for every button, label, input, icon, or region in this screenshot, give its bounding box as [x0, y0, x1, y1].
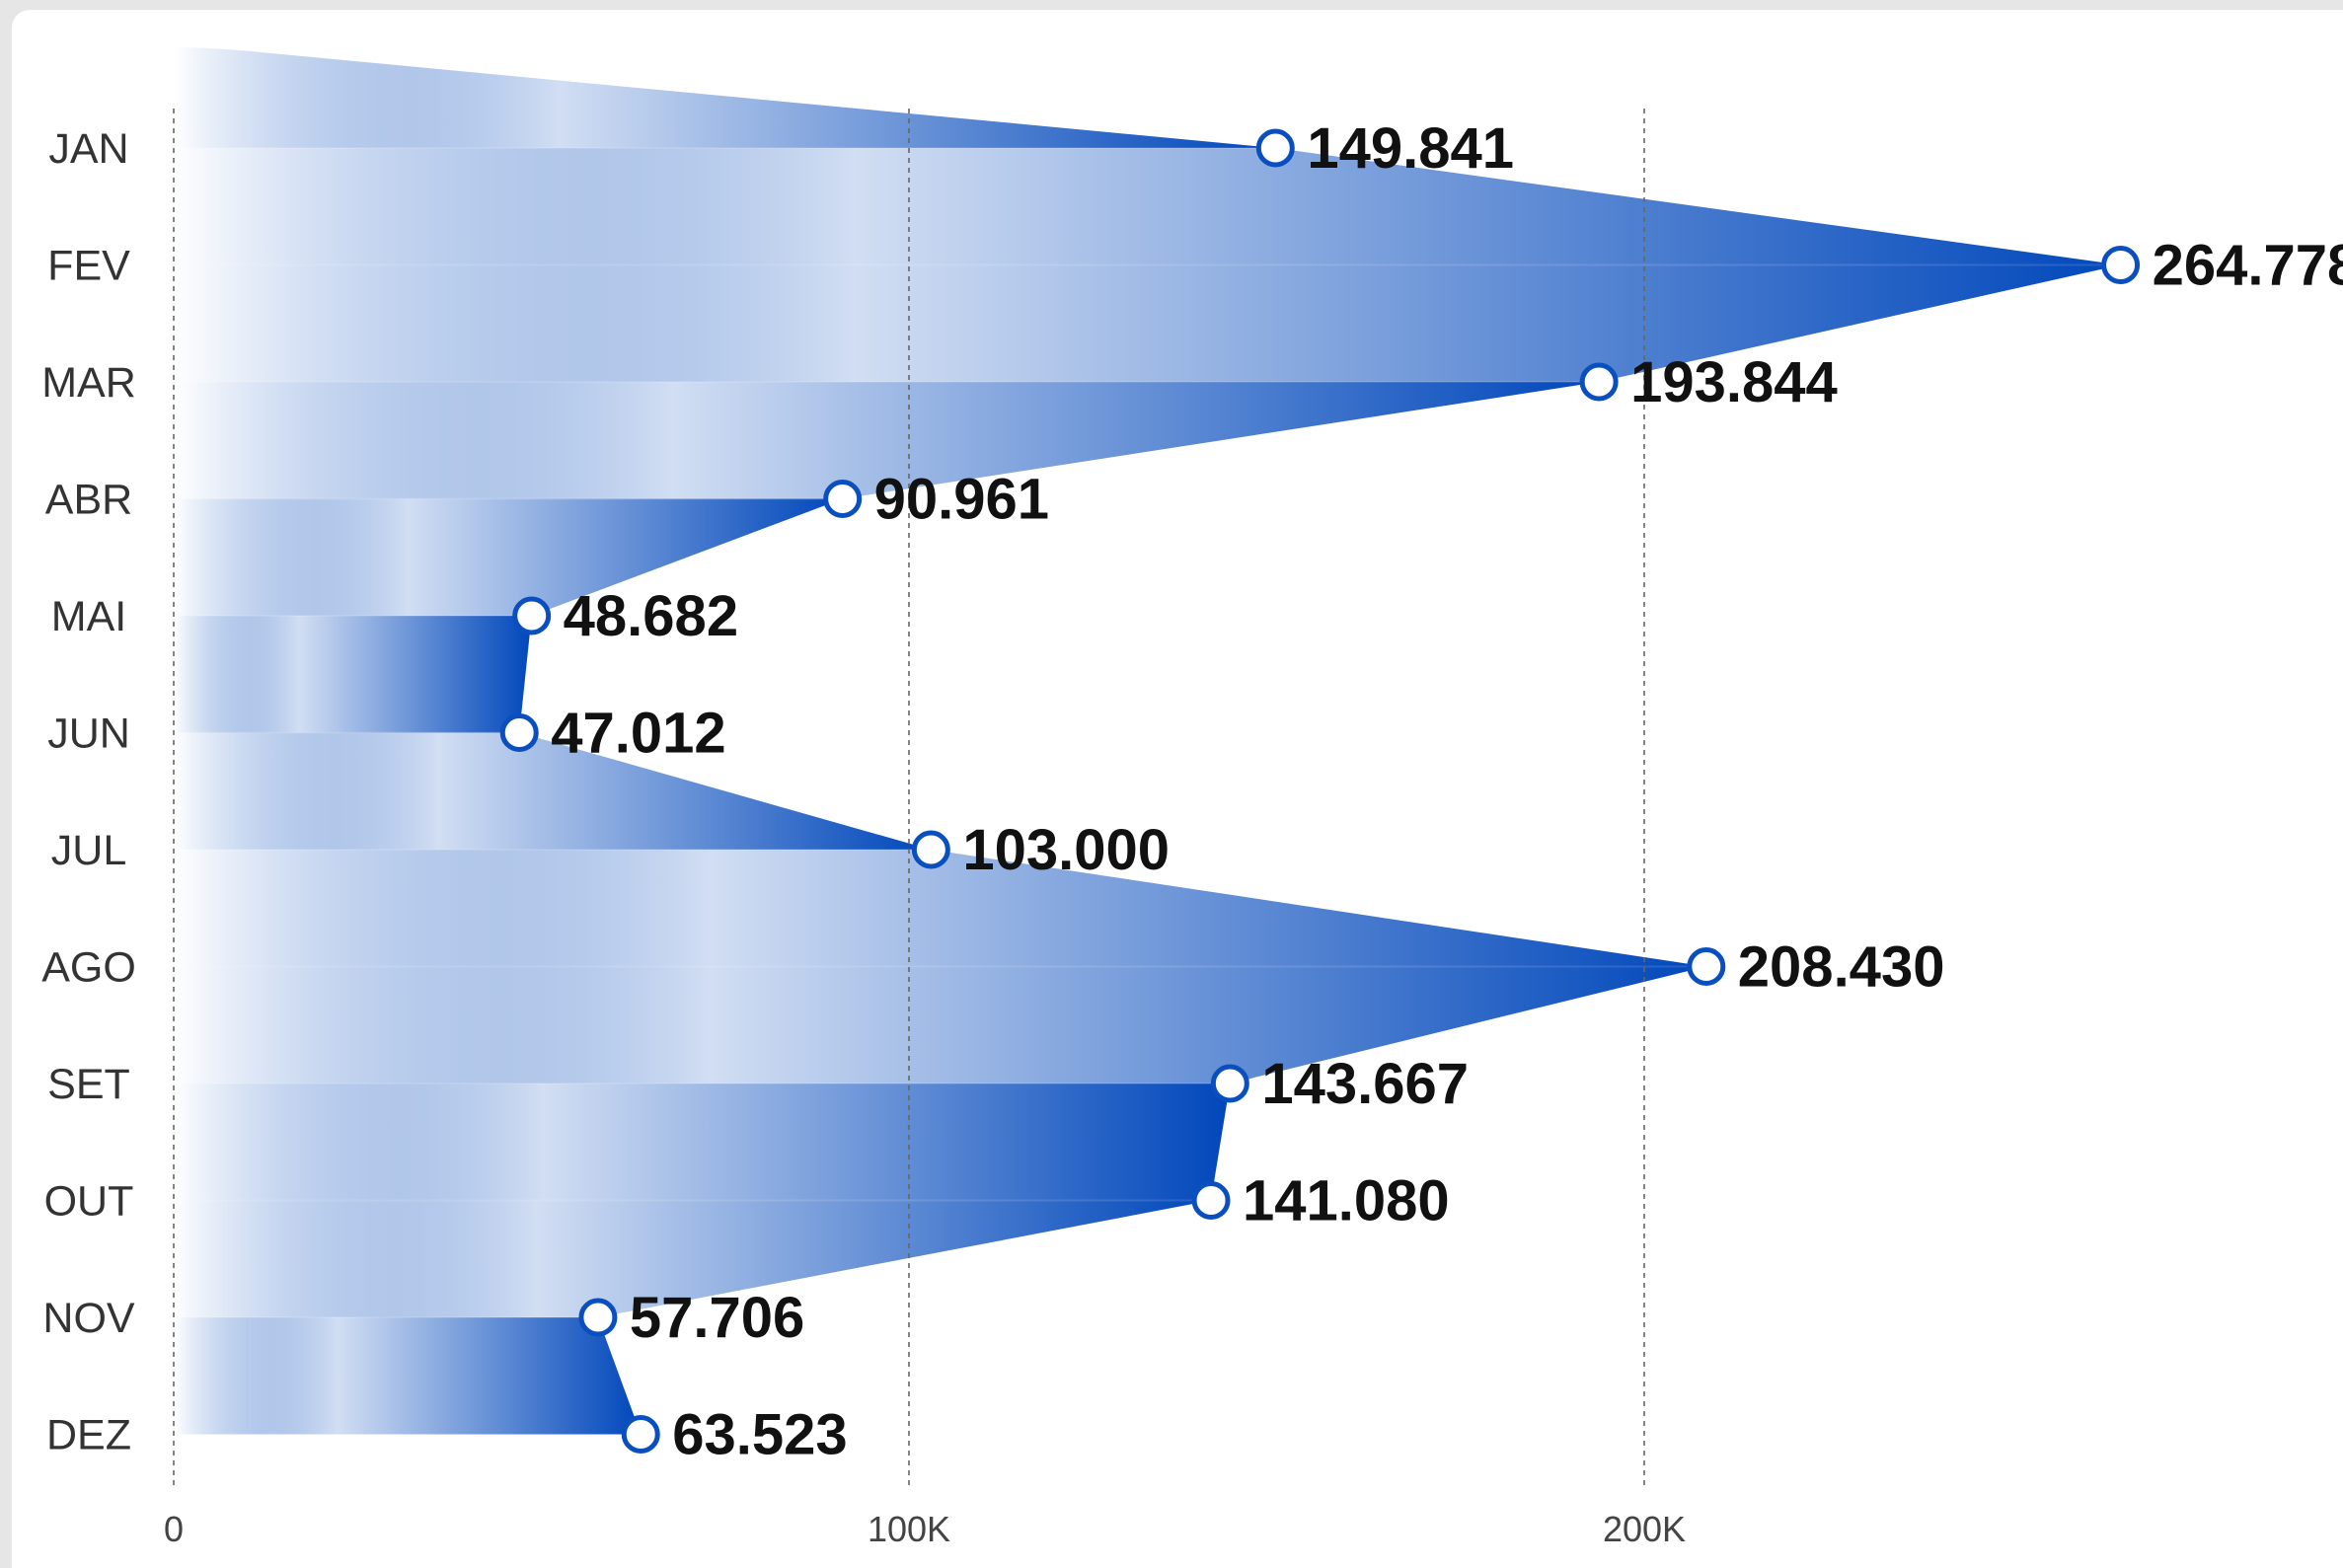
month-labels: JAN FEV MAR ABR MAI JUN JUL AGO SET OUT NOV DEZ	[41, 125, 136, 1459]
data-point-out[interactable]	[1191, 1181, 1231, 1220]
data-label-abr: 90.961	[874, 468, 1049, 532]
month-label-jun: JUN	[47, 710, 130, 758]
data-point-ago[interactable]	[1687, 947, 1726, 986]
row-highlight	[174, 965, 1706, 968]
area-band-jan	[174, 148, 2121, 265]
data-point-set[interactable]	[1210, 1064, 1249, 1103]
month-label-mar: MAR	[41, 359, 136, 407]
data-label-ago: 208.430	[1738, 935, 1945, 1000]
month-label-jul: JUL	[51, 827, 126, 874]
month-label-dez: DEZ	[46, 1412, 131, 1459]
x-axis-tick-labels: 0 100K 200K	[164, 1509, 1686, 1549]
area-band-out	[174, 1200, 1212, 1317]
area-band-abr	[174, 498, 843, 616]
row-highlight	[174, 731, 520, 734]
row-highlight	[174, 1316, 598, 1318]
data-label-out: 141.080	[1243, 1169, 1450, 1233]
area-band-ago	[174, 966, 1706, 1083]
month-label-jan: JAN	[48, 125, 128, 173]
row-highlight	[174, 1199, 1212, 1202]
row-highlight	[174, 1083, 1231, 1084]
data-label-jun: 47.012	[551, 702, 725, 766]
data-point-nov[interactable]	[578, 1298, 618, 1337]
data-labels: 149.841 264.778 193.844 90.961 48.682 47.012 1…	[551, 116, 2343, 1467]
area-band-fev	[174, 264, 2121, 382]
data-label-nov: 57.706	[630, 1286, 804, 1350]
area-band-mar	[174, 382, 1600, 499]
data-point-mar[interactable]	[1579, 362, 1619, 402]
data-point-jul[interactable]	[911, 830, 950, 869]
data-label-jan: 149.841	[1307, 116, 1514, 181]
month-label-ago: AGO	[41, 944, 136, 992]
data-point-fev[interactable]	[2101, 246, 2141, 284]
area-band-nov	[174, 1317, 642, 1435]
data-point-jun[interactable]	[499, 713, 539, 752]
row-highlight	[174, 381, 1600, 383]
month-label-out: OUT	[44, 1178, 134, 1226]
data-point-dez[interactable]	[621, 1415, 660, 1454]
area-band-mai	[174, 616, 532, 733]
area-band-top	[174, 47, 1276, 148]
month-label-fev: FEV	[47, 243, 130, 290]
data-markers	[499, 128, 2141, 1454]
data-label-set: 143.667	[1261, 1052, 1469, 1116]
month-label-mai: MAI	[51, 593, 126, 640]
area-band-set	[174, 1083, 1231, 1201]
data-point-mai[interactable]	[512, 596, 552, 635]
area-band-jun	[174, 732, 932, 850]
row-highlight	[174, 615, 532, 617]
data-label-jul: 103.000	[962, 818, 1170, 882]
area-band-jul	[174, 850, 1706, 967]
chart-card: JAN FEV MAR ABR MAI JUN JUL AGO SET OUT NOV DEZ 0 10…	[12, 10, 2343, 1568]
tick-label-100k: 100K	[868, 1509, 950, 1549]
month-label-set: SET	[47, 1061, 130, 1108]
area-chart: JAN FEV MAR ABR MAI JUN JUL AGO SET OUT NOV DEZ 0 10…	[41, 47, 2343, 1549]
data-label-fev: 264.778	[2153, 234, 2343, 298]
row-highlight	[174, 263, 2121, 266]
tick-label-200k: 200K	[1603, 1509, 1686, 1549]
row-highlight	[174, 849, 932, 851]
row-highlight	[174, 497, 843, 500]
data-label-mar: 193.844	[1630, 350, 1838, 414]
data-label-mai: 48.682	[564, 584, 738, 648]
data-label-dez: 63.523	[672, 1403, 847, 1467]
tick-label-0: 0	[164, 1509, 184, 1549]
data-point-jan[interactable]	[1255, 128, 1295, 168]
data-point-abr[interactable]	[823, 480, 863, 518]
gridlines	[173, 109, 1645, 1490]
row-highlight	[174, 147, 1276, 149]
month-label-nov: NOV	[42, 1295, 135, 1342]
month-label-abr: ABR	[45, 477, 132, 524]
area-bands	[174, 47, 2121, 1435]
